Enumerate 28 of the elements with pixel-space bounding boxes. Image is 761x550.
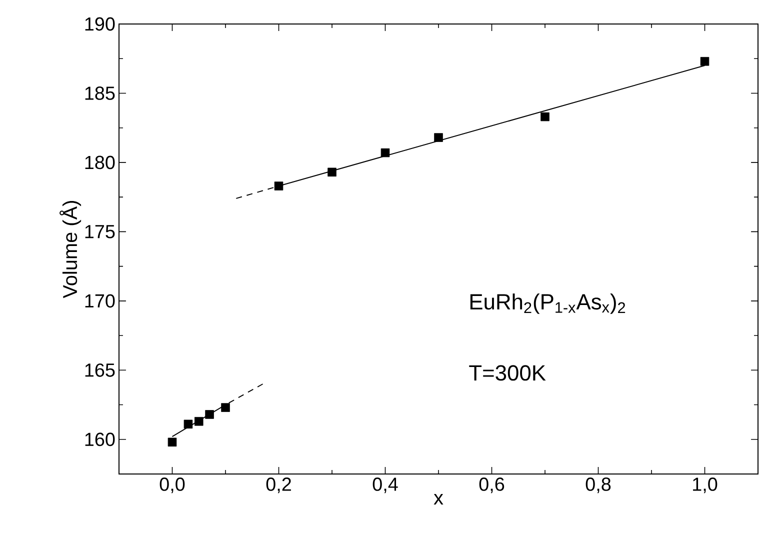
x-tick-label: 0,2 [266, 478, 291, 494]
point [205, 410, 214, 419]
y-tick-label: 175 [85, 225, 115, 238]
x-tick-label: 0,8 [586, 478, 611, 494]
y-tick-label: 185 [85, 86, 115, 100]
y-axis-title: Volume (Å) [60, 200, 82, 298]
y-tick-label: 170 [85, 294, 115, 308]
point [168, 438, 177, 447]
point [434, 133, 443, 142]
annotation: EuRh$_{2}$(P$_{1-x}$As$_{x}$)$_{2}$ [470, 293, 626, 314]
x-axis-title: x [434, 494, 444, 505]
y-tick-label: 180 [85, 156, 115, 170]
point [700, 56, 710, 66]
point [274, 182, 284, 190]
y-tick-label: 160 [85, 432, 115, 446]
x-tick-label: 0,0 [160, 478, 185, 494]
y-tick-label: 190 [85, 17, 115, 31]
y-tick-label: 165 [85, 363, 115, 377]
point [194, 417, 204, 426]
x-tick-label: 0,4 [372, 478, 398, 494]
x-tick-label: 0,6 [479, 478, 504, 494]
point [380, 148, 390, 158]
annotation: T=300K [469, 365, 546, 381]
point [184, 420, 193, 429]
point [221, 403, 230, 412]
point [328, 168, 336, 177]
x-tick-label: 1,0 [693, 478, 718, 494]
point [540, 112, 550, 122]
